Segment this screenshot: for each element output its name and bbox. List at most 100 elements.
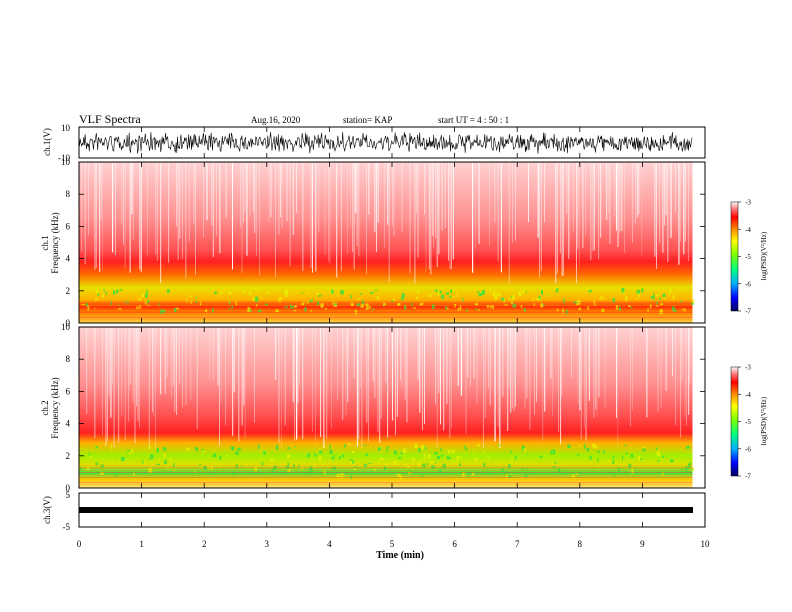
spectrogram-streak xyxy=(488,328,489,389)
ch1-colorbar-gradient xyxy=(730,201,739,312)
spectrogram-blob xyxy=(258,309,262,313)
spectrogram-streak xyxy=(337,328,339,401)
spectrogram-background xyxy=(79,162,693,323)
spectrogram-blob xyxy=(541,290,543,295)
spectrogram-streak xyxy=(259,163,260,276)
colorbar-tick-label: -7 xyxy=(745,473,751,481)
spectrogram-blob xyxy=(456,459,458,462)
spectrogram-blob xyxy=(526,469,530,471)
x-tick-label: 1 xyxy=(139,539,144,549)
spectrogram-streak xyxy=(588,328,590,401)
spectrogram-blob xyxy=(486,305,490,309)
spectrogram-streak xyxy=(556,163,558,274)
spectrogram-streak xyxy=(579,163,580,267)
spectrogram-blob xyxy=(158,302,160,307)
spectrogram-blob xyxy=(441,294,444,299)
spectrogram-streak xyxy=(137,328,139,421)
spectrogram-blob xyxy=(336,474,340,478)
spectrogram-blob xyxy=(653,296,655,301)
start-time-label: start UT = 4 : 50 : 1 xyxy=(438,115,509,125)
spectrogram-blob xyxy=(401,296,404,301)
spectrogram-blob xyxy=(333,455,335,459)
spectrogram-streak xyxy=(672,328,673,377)
x-tick-label: 3 xyxy=(265,539,270,549)
spectrogram-streak xyxy=(430,163,432,275)
spectrogram-streak xyxy=(494,328,496,442)
spectrogram-blob xyxy=(653,293,655,299)
spectrogram-streak xyxy=(484,328,486,418)
spectrogram-streak xyxy=(659,163,661,244)
spectrogram-streak xyxy=(467,328,469,378)
spectrogram-streak xyxy=(129,328,131,385)
spectrogram-streak xyxy=(684,163,686,242)
spectrogram-streak xyxy=(475,163,476,249)
spectrogram-streak xyxy=(155,163,157,255)
spectrogram-blob xyxy=(662,455,665,458)
spectrogram-blob xyxy=(138,298,141,301)
spectrogram-streak xyxy=(361,328,363,448)
spectrogram-streak xyxy=(368,163,370,215)
spectrogram-streak xyxy=(374,163,376,233)
spectrogram-streak xyxy=(331,328,332,429)
spectrogram-streak xyxy=(328,163,329,262)
spectrogram-streak xyxy=(244,163,246,213)
spectrogram-streak xyxy=(617,328,619,447)
spectrogram-streak xyxy=(385,328,387,383)
spectrogram-blob xyxy=(418,448,421,452)
spectrogram-streak xyxy=(176,163,178,227)
spectrogram-blob xyxy=(95,462,98,466)
spectrogram-streak xyxy=(624,163,625,253)
spectrogram-blob xyxy=(293,309,297,312)
spectrogram-blob xyxy=(133,472,135,477)
spectrogram-blob xyxy=(163,309,166,313)
spectrogram-blob xyxy=(414,443,418,449)
spectrogram-streak xyxy=(324,163,326,255)
spectrogram-blob xyxy=(642,448,646,452)
spectrogram-blob xyxy=(638,293,640,298)
spectrogram-streak xyxy=(585,328,587,441)
spectrogram-blob xyxy=(284,291,287,295)
spectrogram-streak xyxy=(88,163,89,236)
spectrogram-blob xyxy=(97,293,100,296)
spectrogram-streak xyxy=(297,328,299,404)
spectrogram-blob xyxy=(261,462,264,466)
ch2-spectrogram-ylabel-channel: ch.2 xyxy=(40,400,50,415)
spectrogram-streak xyxy=(211,163,213,226)
spectrogram-blob xyxy=(126,450,131,452)
spectrogram-streak xyxy=(684,328,686,418)
spectrogram-blob xyxy=(392,299,395,302)
ch2-colorbar-gradient xyxy=(730,366,739,477)
spectrogram-blob xyxy=(562,308,564,314)
spectrogram-blob xyxy=(496,292,499,296)
spectrogram-streak xyxy=(105,328,107,447)
spectrogram-blob xyxy=(110,300,113,306)
spectrogram-blob xyxy=(227,291,232,295)
spectrogram-blob xyxy=(501,297,505,301)
spectrogram-blob xyxy=(350,294,352,299)
spectrogram-streak xyxy=(632,328,633,410)
spectrogram-blob xyxy=(461,456,463,458)
spectrogram-streak xyxy=(513,328,515,411)
spectrogram-blob xyxy=(680,300,682,303)
spectrogram-blob xyxy=(160,309,164,314)
ch1-spectrogram-image xyxy=(79,162,695,323)
spectrogram-blob xyxy=(586,288,589,291)
spectrogram-streak xyxy=(641,163,643,256)
spectrogram-blob xyxy=(304,306,307,312)
spectrogram-blob xyxy=(647,307,649,312)
spectrogram-blob xyxy=(415,296,418,300)
spectrogram-streak xyxy=(550,328,552,379)
spectrogram-streak xyxy=(270,163,272,218)
spectrogram-blob xyxy=(623,292,625,294)
spectrogram-blob xyxy=(357,298,361,300)
spectrogram-blob xyxy=(80,467,82,472)
spectrogram-blob xyxy=(556,288,559,293)
spectrogram-blob xyxy=(631,468,634,474)
spectrogram-blob xyxy=(340,473,344,479)
spectrogram-streak xyxy=(683,163,685,255)
spectrogram-streak xyxy=(561,328,563,397)
spectrogram-streak xyxy=(465,328,467,434)
spectrogram-blob xyxy=(553,450,556,455)
spectrogram-streak xyxy=(134,328,136,444)
